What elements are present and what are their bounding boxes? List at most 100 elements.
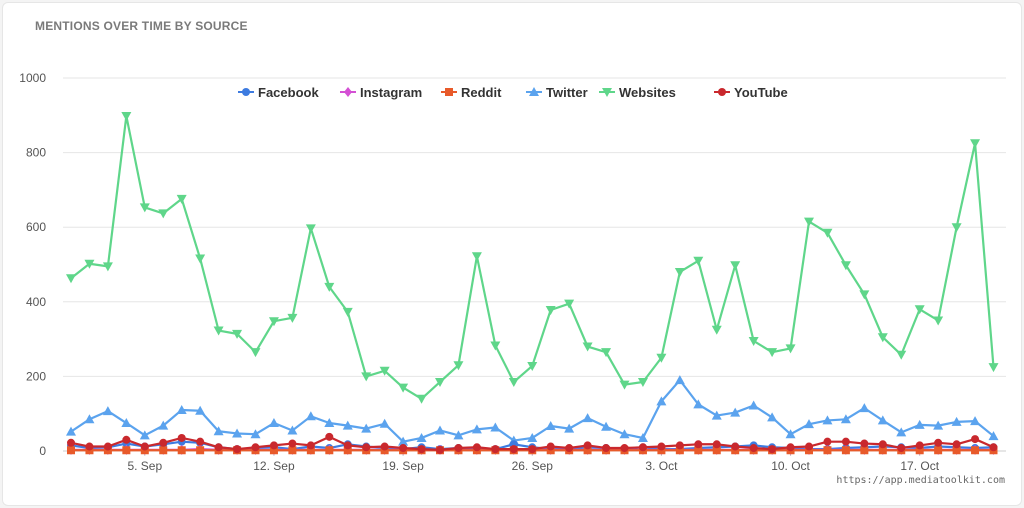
data-point-twitter[interactable] <box>564 423 575 433</box>
data-point-websites[interactable] <box>453 361 464 371</box>
data-point-youtube[interactable] <box>177 433 186 442</box>
data-point-twitter[interactable] <box>656 396 667 406</box>
data-point-youtube[interactable] <box>196 437 205 446</box>
data-point-websites[interactable] <box>213 326 224 336</box>
data-point-youtube[interactable] <box>140 442 149 451</box>
data-point-youtube[interactable] <box>269 441 278 450</box>
data-point-websites[interactable] <box>232 329 243 339</box>
data-point-twitter[interactable] <box>305 411 316 421</box>
data-point-youtube[interactable] <box>602 444 611 453</box>
data-point-youtube[interactable] <box>823 437 832 446</box>
data-point-websites[interactable] <box>379 366 390 376</box>
data-point-youtube[interactable] <box>251 443 260 452</box>
data-point-websites[interactable] <box>730 261 741 271</box>
legend-marker[interactable] <box>602 88 612 97</box>
data-point-twitter[interactable] <box>361 423 372 433</box>
data-point-reddit[interactable] <box>934 446 943 455</box>
data-point-twitter[interactable] <box>139 430 150 440</box>
data-point-websites[interactable] <box>324 282 335 292</box>
data-point-youtube[interactable] <box>417 445 426 454</box>
data-point-youtube[interactable] <box>362 443 371 452</box>
data-point-twitter[interactable] <box>268 418 279 428</box>
data-point-twitter[interactable] <box>102 406 113 416</box>
data-point-twitter[interactable] <box>342 420 353 430</box>
data-point-youtube[interactable] <box>306 441 315 450</box>
data-point-youtube[interactable] <box>491 445 500 454</box>
data-point-twitter[interactable] <box>176 404 187 414</box>
data-point-twitter[interactable] <box>914 419 925 429</box>
data-point-youtube[interactable] <box>472 443 481 452</box>
data-point-youtube[interactable] <box>399 444 408 453</box>
data-point-youtube[interactable] <box>694 440 703 449</box>
data-point-reddit[interactable] <box>177 446 186 455</box>
data-point-websites[interactable] <box>527 361 538 371</box>
data-point-twitter[interactable] <box>324 418 335 428</box>
data-point-youtube[interactable] <box>122 435 131 444</box>
data-point-websites[interactable] <box>914 305 925 315</box>
data-point-twitter[interactable] <box>601 421 612 431</box>
data-point-websites[interactable] <box>951 223 962 233</box>
data-point-websites[interactable] <box>877 333 888 343</box>
data-point-reddit[interactable] <box>694 446 703 455</box>
data-point-youtube[interactable] <box>565 444 574 453</box>
data-point-websites[interactable] <box>121 112 132 122</box>
data-point-websites[interactable] <box>693 256 704 266</box>
data-point-twitter[interactable] <box>970 416 981 426</box>
data-point-websites[interactable] <box>361 372 372 382</box>
data-point-reddit[interactable] <box>325 446 334 455</box>
data-point-websites[interactable] <box>139 203 150 213</box>
data-point-youtube[interactable] <box>509 445 518 454</box>
data-point-youtube[interactable] <box>897 444 906 453</box>
data-point-twitter[interactable] <box>545 421 556 431</box>
data-point-twitter[interactable] <box>988 431 999 441</box>
data-point-twitter[interactable] <box>398 436 409 446</box>
data-point-reddit[interactable] <box>915 446 924 455</box>
data-point-youtube[interactable] <box>878 440 887 449</box>
data-point-reddit[interactable] <box>952 446 961 455</box>
data-point-twitter[interactable] <box>582 413 593 423</box>
data-point-twitter[interactable] <box>730 407 741 417</box>
data-point-twitter[interactable] <box>66 426 76 436</box>
data-point-websites[interactable] <box>508 377 519 387</box>
data-point-websites[interactable] <box>840 261 851 271</box>
data-point-reddit[interactable] <box>971 446 980 455</box>
data-point-youtube[interactable] <box>675 441 684 450</box>
data-point-twitter[interactable] <box>933 420 944 430</box>
data-point-youtube[interactable] <box>915 441 924 450</box>
data-point-websites[interactable] <box>416 394 427 404</box>
legend-item-websites[interactable]: Websites <box>599 85 676 100</box>
data-point-twitter[interactable] <box>859 403 870 413</box>
data-point-websites[interactable] <box>748 336 759 346</box>
data-point-youtube[interactable] <box>971 435 980 444</box>
data-point-websites[interactable] <box>656 353 667 363</box>
data-point-youtube[interactable] <box>786 443 795 452</box>
data-point-twitter[interactable] <box>527 432 538 442</box>
data-point-youtube[interactable] <box>325 432 334 441</box>
data-point-twitter[interactable] <box>84 414 95 424</box>
data-point-reddit[interactable] <box>122 446 131 455</box>
data-point-reddit[interactable] <box>712 446 721 455</box>
data-point-reddit[interactable] <box>841 446 850 455</box>
legend-item-twitter[interactable]: Twitter <box>526 85 588 100</box>
data-point-websites[interactable] <box>66 274 76 284</box>
data-point-youtube[interactable] <box>214 443 223 452</box>
data-point-twitter[interactable] <box>637 432 648 442</box>
data-point-twitter[interactable] <box>287 425 298 435</box>
data-point-reddit[interactable] <box>343 446 352 455</box>
legend-item-facebook[interactable]: Facebook <box>238 85 319 100</box>
data-point-youtube[interactable] <box>288 439 297 448</box>
data-point-reddit[interactable] <box>288 446 297 455</box>
data-point-websites[interactable] <box>490 341 501 351</box>
data-point-youtube[interactable] <box>103 442 112 451</box>
data-point-youtube[interactable] <box>768 445 777 454</box>
data-point-twitter[interactable] <box>195 405 206 415</box>
data-point-websites[interactable] <box>933 316 944 326</box>
data-point-websites[interactable] <box>250 348 261 358</box>
data-point-twitter[interactable] <box>121 418 132 428</box>
data-point-websites[interactable] <box>268 317 279 327</box>
data-point-websites[interactable] <box>564 299 575 309</box>
data-point-websites[interactable] <box>804 217 814 227</box>
data-point-websites[interactable] <box>896 350 907 360</box>
data-point-twitter[interactable] <box>435 425 445 435</box>
data-point-youtube[interactable] <box>989 443 998 452</box>
